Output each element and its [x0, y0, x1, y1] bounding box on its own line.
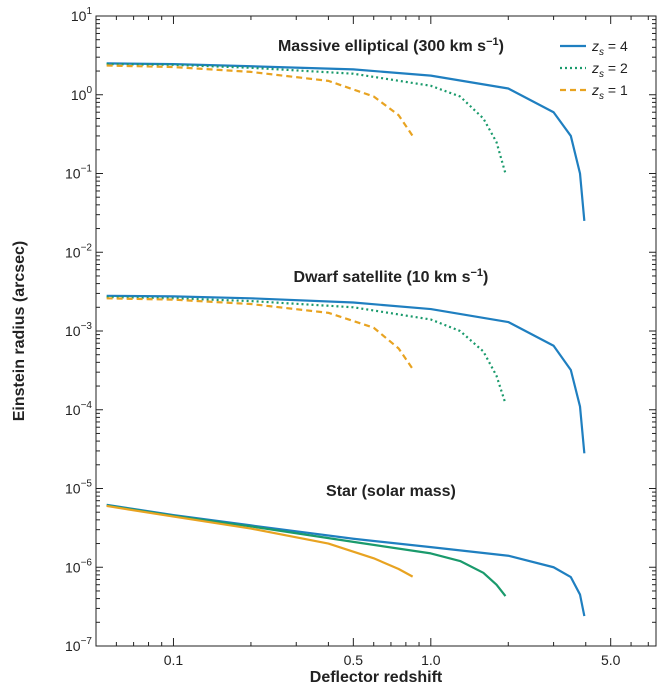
annotation-label: Massive elliptical (300 km s−1): [278, 36, 504, 55]
y-tick-label: 10−4: [65, 400, 92, 418]
axis-ticks: 101 100 10−1 10−2 10−3 10−4 10−5 10−6 10−7 0.1 0.5…: [65, 6, 656, 668]
legend: zs = 4zs = 2zs = 1: [560, 38, 628, 102]
series-line-zs-2: [106, 504, 507, 597]
x-tick-label: 0.5: [344, 652, 364, 668]
group-dwarf-satellite: [106, 294, 586, 454]
annotation-label: Dwarf satellite (10 km s−1): [294, 267, 489, 286]
x-axis-title: Deflector redshift: [310, 669, 443, 686]
y-tick-label: 10−7: [65, 636, 92, 654]
y-tick-label: 10−6: [65, 557, 92, 575]
series-line-zs-4: [106, 503, 586, 617]
legend-label: zs = 1: [591, 82, 628, 102]
series-line-zs-2: [106, 63, 507, 174]
series-layer: [106, 62, 586, 617]
y-axis-title: Einstein radius (arcsec): [11, 241, 28, 422]
group-star-solar-mass: [106, 503, 586, 617]
y-tick-label: 10−1: [65, 164, 92, 182]
legend-label: zs = 4: [591, 38, 628, 58]
series-line-zs-1: [106, 64, 414, 137]
series-line-zs-4: [106, 294, 586, 454]
x-tick-label: 1.0: [421, 652, 441, 668]
legend-label: zs = 2: [591, 60, 628, 80]
x-tick-label: 5.0: [601, 652, 621, 668]
y-tick-label: 100: [71, 85, 93, 103]
series-line-zs-1: [106, 504, 414, 578]
y-tick-label: 101: [71, 6, 93, 24]
y-tick-label: 10−5: [65, 479, 92, 497]
group-massive-elliptical: [106, 62, 586, 222]
series-line-zs-1: [106, 297, 414, 370]
y-tick-label: 10−3: [65, 321, 92, 339]
series-line-zs-4: [106, 62, 586, 222]
y-tick-label: 10−2: [65, 242, 92, 260]
series-line-zs-2: [106, 295, 507, 404]
x-tick-label: 0.1: [164, 652, 184, 668]
annotation-label: Star (solar mass): [326, 483, 456, 500]
annotation-layer: Massive elliptical (300 km s−1) Dwarf sat…: [278, 36, 504, 500]
